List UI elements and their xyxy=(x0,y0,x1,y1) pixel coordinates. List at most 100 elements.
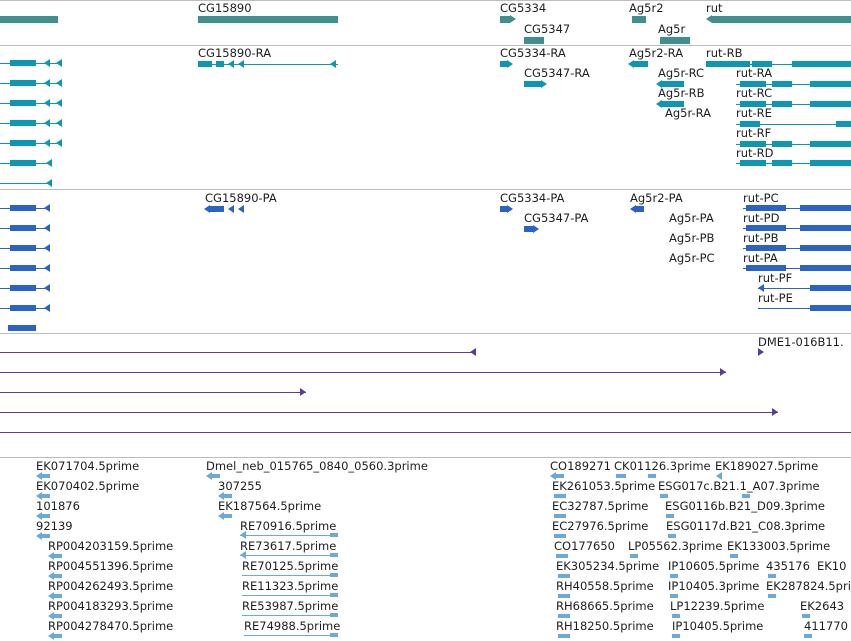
transcript-label[interactable]: Ag5r-RC xyxy=(658,66,705,80)
feature-glyph[interactable] xyxy=(54,634,62,638)
gene-glyph[interactable] xyxy=(712,16,851,23)
feature-glyph[interactable] xyxy=(554,514,566,518)
feature-glyph[interactable] xyxy=(554,534,566,538)
feature-glyph[interactable] xyxy=(752,61,772,67)
feature-glyph[interactable] xyxy=(616,474,626,478)
read-label[interactable]: EK189027.5prime xyxy=(715,459,819,473)
gene-label[interactable]: Ag5r xyxy=(658,22,686,36)
read-label[interactable]: IP10405.5prime xyxy=(672,619,764,633)
read-label[interactable]: RE70125.5prime xyxy=(242,559,339,573)
feature-glyph[interactable] xyxy=(224,494,232,498)
feature-glyph[interactable] xyxy=(772,141,792,147)
feature-glyph[interactable] xyxy=(10,160,36,166)
feature-glyph[interactable] xyxy=(660,101,684,107)
feature-glyph[interactable] xyxy=(758,308,851,309)
feature-glyph[interactable] xyxy=(740,121,760,127)
feature-glyph[interactable] xyxy=(524,226,534,232)
protein-label[interactable]: rut-PF xyxy=(758,271,793,285)
feature-glyph[interactable] xyxy=(772,81,792,87)
read-label[interactable]: EK287824.5prime xyxy=(766,579,851,593)
protein-label[interactable]: Ag5r-PA xyxy=(669,211,714,225)
feature-glyph[interactable] xyxy=(10,305,36,311)
feature-glyph[interactable] xyxy=(746,265,786,271)
feature-glyph[interactable] xyxy=(630,554,638,558)
feature-glyph[interactable] xyxy=(330,633,338,637)
feature-glyph[interactable] xyxy=(634,61,648,67)
transcript-label[interactable]: Ag5r-RA xyxy=(665,106,712,120)
feature-glyph[interactable] xyxy=(736,124,851,125)
feature-glyph[interactable] xyxy=(10,285,36,291)
read-label[interactable]: IP10405.3prime xyxy=(668,579,760,593)
read-label[interactable]: RE11323.5prime xyxy=(242,579,339,593)
transcript-label[interactable]: rut-RB xyxy=(706,46,743,60)
feature-glyph[interactable] xyxy=(330,553,338,557)
read-label[interactable]: EC32787.5prime xyxy=(552,499,649,513)
feature-glyph[interactable] xyxy=(8,325,36,331)
feature-glyph[interactable] xyxy=(800,225,851,231)
read-label[interactable]: ESG017c.B21.1_A07.3prime xyxy=(658,479,820,493)
feature-glyph[interactable] xyxy=(0,352,476,353)
protein-label[interactable]: rut-PB xyxy=(743,231,779,245)
read-label[interactable]: RE53987.5prime xyxy=(242,599,339,613)
gene-label[interactable]: rut xyxy=(706,1,723,15)
feature-glyph[interactable] xyxy=(198,64,338,65)
feature-glyph[interactable] xyxy=(740,101,766,107)
gene-label[interactable]: CG5334 xyxy=(500,1,547,15)
feature-glyph[interactable] xyxy=(810,285,851,291)
feature-glyph[interactable] xyxy=(670,574,678,578)
read-label[interactable]: RH68665.5prime xyxy=(556,599,654,613)
feature-glyph[interactable] xyxy=(524,81,542,87)
feature-glyph[interactable] xyxy=(330,593,338,597)
feature-glyph[interactable] xyxy=(42,514,50,518)
feature-glyph[interactable] xyxy=(10,60,36,66)
read-label[interactable]: RP004262493.5prime xyxy=(48,579,174,593)
read-label[interactable]: EK071704.5prime xyxy=(36,459,140,473)
read-label[interactable]: RP004551396.5prime xyxy=(48,559,174,573)
feature-glyph[interactable] xyxy=(42,494,50,498)
feature-glyph[interactable] xyxy=(668,534,676,538)
transcript-label[interactable]: CG5347-RA xyxy=(524,66,590,80)
read-label[interactable]: RE74988.5prime xyxy=(244,619,341,633)
read-label[interactable]: RE70916.5prime xyxy=(240,519,337,533)
feature-glyph[interactable] xyxy=(810,101,851,107)
read-label[interactable]: LP05562.3prime xyxy=(628,539,723,553)
read-label[interactable]: RH18250.5prime xyxy=(556,619,654,633)
feature-glyph[interactable] xyxy=(0,372,726,373)
feature-glyph[interactable] xyxy=(758,288,851,289)
gene-glyph[interactable] xyxy=(198,16,338,23)
read-label[interactable]: RP004183293.5prime xyxy=(48,599,174,613)
feature-glyph[interactable] xyxy=(736,144,851,145)
feature-glyph[interactable] xyxy=(736,163,851,164)
feature-glyph[interactable] xyxy=(500,206,508,212)
gene-glyph[interactable] xyxy=(632,16,646,23)
read-label[interactable]: RP004278470.5prime xyxy=(48,619,174,633)
transcript-label[interactable]: rut-RD xyxy=(736,146,774,160)
feature-glyph[interactable] xyxy=(554,494,566,498)
feature-glyph[interactable] xyxy=(802,614,810,618)
read-label[interactable]: 307255 xyxy=(218,479,262,493)
read-label[interactable]: EC27976.5prime xyxy=(552,519,649,533)
feature-glyph[interactable] xyxy=(772,160,792,166)
feature-glyph[interactable] xyxy=(54,614,62,618)
feature-glyph[interactable] xyxy=(0,412,778,413)
transcript-label[interactable]: Ag5r2-RA xyxy=(629,46,684,60)
feature-glyph[interactable] xyxy=(0,392,306,393)
transcript-label[interactable]: rut-RE xyxy=(736,106,772,120)
feature-glyph[interactable] xyxy=(240,555,338,556)
protein-label[interactable]: Ag5r-PB xyxy=(669,231,715,245)
feature-glyph[interactable] xyxy=(740,81,766,87)
feature-glyph[interactable] xyxy=(768,574,776,578)
feature-glyph[interactable] xyxy=(212,474,220,478)
feature-glyph[interactable] xyxy=(54,574,62,578)
feature-glyph[interactable] xyxy=(10,140,36,146)
read-label[interactable]: EK070402.5prime xyxy=(36,479,140,493)
read-label[interactable]: CO177650 xyxy=(554,539,615,553)
read-label[interactable]: EK10 xyxy=(817,559,847,573)
read-label[interactable]: IP10605.5prime xyxy=(668,559,760,573)
protein-label[interactable]: rut-PE xyxy=(758,291,793,305)
protein-label[interactable]: Ag5r2-PA xyxy=(630,191,683,205)
feature-glyph[interactable] xyxy=(836,121,851,127)
feature-glyph[interactable] xyxy=(672,614,680,618)
feature-glyph[interactable] xyxy=(558,574,570,578)
read-label[interactable]: ESG0116b.B21_D09.3prime xyxy=(665,499,825,513)
